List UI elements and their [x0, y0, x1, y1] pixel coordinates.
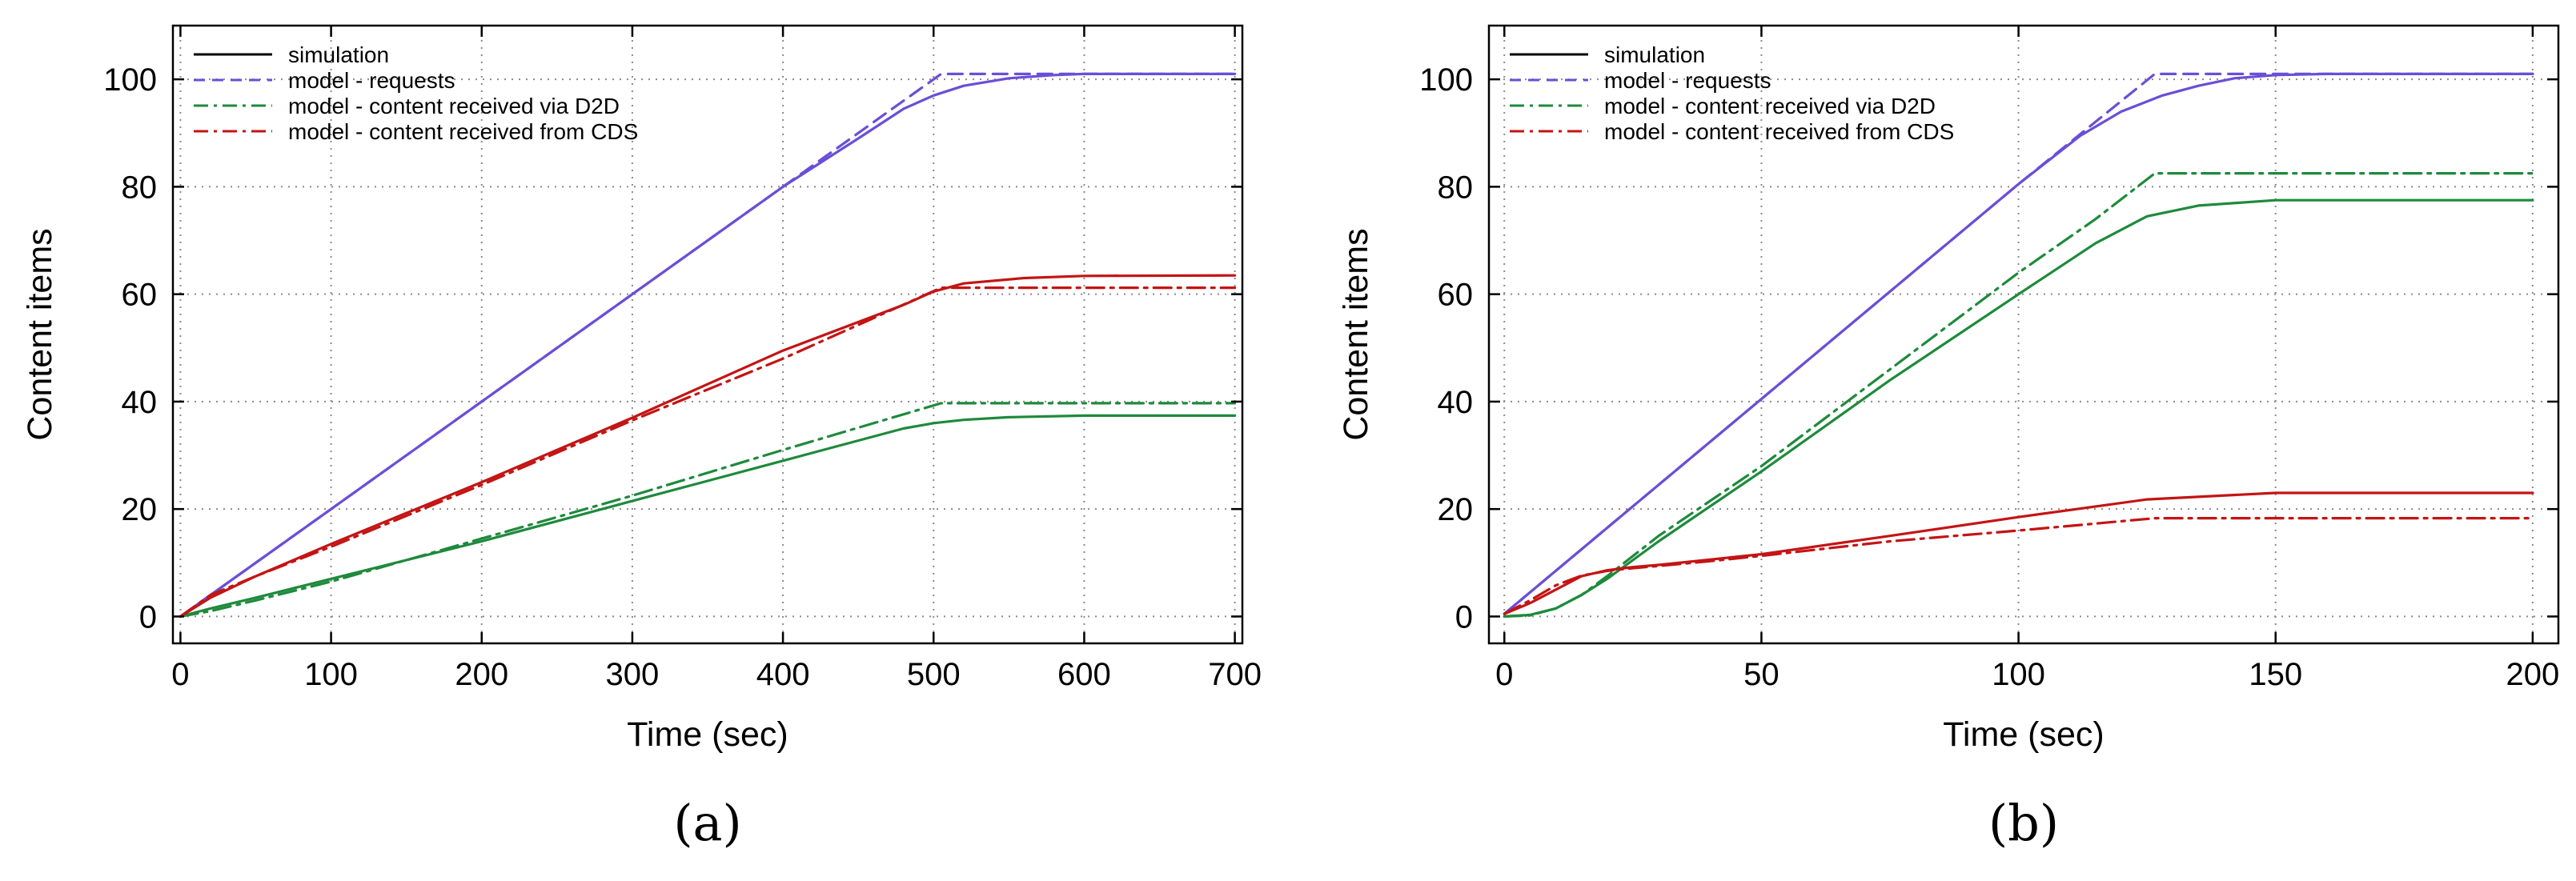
xtick-label-a-3: 300: [606, 657, 660, 692]
xtick-label-a-1: 100: [304, 657, 358, 692]
panel-caption-b: (b): [1988, 794, 2059, 852]
ytick-label-b-5: 100: [1419, 62, 1473, 98]
x-axis-title-a: Time (sec): [627, 715, 788, 754]
xtick-label-a-4: 400: [756, 657, 810, 692]
xtick-label-a-0: 0: [171, 657, 189, 692]
legend-label-b-1: model - requests: [1604, 68, 1772, 93]
chart-panel-b: 0 50 100 150 200 0 20 40 60 80 100 Time (sec) Conten…: [1337, 24, 2560, 852]
series-line-b-1: [1503, 72, 2534, 615]
xtick-label-a-5: 500: [907, 657, 961, 692]
panel-caption-a: (a): [673, 794, 741, 852]
ytick-label-a-4: 80: [122, 170, 158, 205]
series-line-a-3: [179, 402, 1237, 619]
ytick-label-a-5: 100: [103, 62, 157, 98]
xtick-label-b-2: 100: [1992, 657, 2045, 692]
series-line-a-2: [179, 414, 1237, 619]
y-axis-title-a: Content items: [21, 228, 59, 440]
ytick-label-b-2: 40: [1438, 385, 1474, 420]
legend-label-a-3: model - content received from CDS: [288, 119, 638, 144]
xtick-label-b-3: 150: [2249, 657, 2302, 692]
xtick-label-b-0: 0: [1495, 657, 1513, 692]
legend-label-b-3: model - content received from CDS: [1604, 119, 1954, 144]
ytick-label-b-4: 80: [1438, 170, 1474, 205]
series-line-a-1: [179, 72, 1237, 619]
ytick-label-a-0: 0: [139, 599, 157, 635]
ytick-label-b-0: 0: [1455, 599, 1473, 635]
ytick-label-b-3: 60: [1438, 278, 1474, 313]
ytick-label-b-1: 20: [1438, 492, 1474, 527]
ytick-label-a-3: 60: [122, 278, 158, 313]
legend-label-b-0: simulation: [1604, 42, 1705, 67]
xtick-label-a-6: 600: [1057, 657, 1111, 692]
xtick-label-a-2: 200: [455, 657, 508, 692]
ytick-label-a-1: 20: [122, 492, 158, 527]
series-line-a-5: [179, 286, 1237, 619]
chart-panel-a: 0 100 200 300 400 500 600 700 0 20 40 60 80 100 Time (…: [21, 24, 1262, 852]
xtick-label-b-1: 50: [1743, 657, 1780, 692]
ytick-label-a-2: 40: [122, 385, 158, 420]
legend-label-a-2: model - content received via D2D: [288, 94, 620, 118]
legend-label-a-0: simulation: [288, 42, 389, 67]
series-line-b-3: [1503, 172, 2534, 619]
legend-label-b-2: model - content received via D2D: [1604, 94, 1936, 118]
legend-label-a-1: model - requests: [288, 68, 455, 93]
plot-frame-a: [171, 24, 1244, 645]
xtick-label-b-4: 200: [2506, 657, 2560, 692]
series-line-b-5: [1503, 516, 2534, 615]
series-line-a-4: [179, 274, 1237, 619]
xtick-label-a-7: 700: [1208, 657, 1262, 692]
x-axis-title-b: Time (sec): [1943, 715, 2104, 754]
series-line-a-0: [179, 72, 1237, 619]
series-line-b-4: [1503, 491, 2534, 615]
y-axis-title-b: Content items: [1337, 228, 1375, 440]
plot-frame-b: [1487, 24, 2560, 645]
